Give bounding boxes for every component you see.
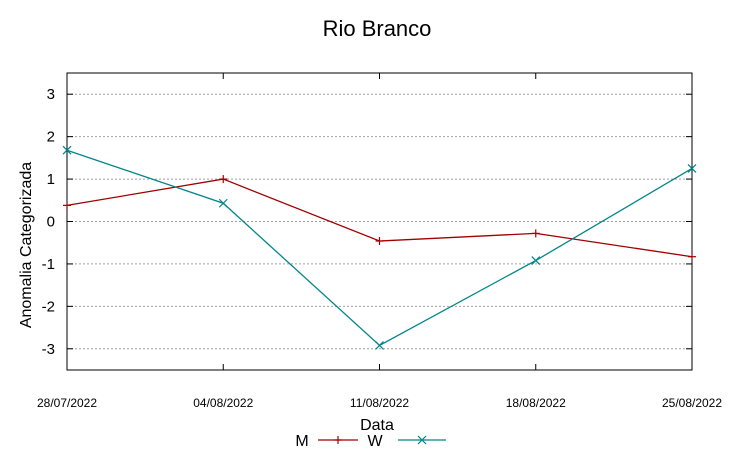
x-tick-label: 11/08/2022 (350, 396, 409, 410)
data-point-w (218, 198, 228, 208)
data-point-m (688, 252, 696, 261)
x-tick-label: 28/07/2022 (37, 396, 97, 410)
y-axis-ticks: -3 -2 -1 0 1 2 3 (42, 86, 692, 358)
x-tick-label: 18/08/2022 (506, 396, 566, 410)
x-axis-ticks: 28/07/2022 04/08/2022 11/08/2022 18/08/2022… (37, 73, 722, 410)
data-point-m (219, 175, 228, 184)
y-tick-label: -1 (42, 256, 55, 273)
y-tick-label: 3 (47, 86, 55, 103)
data-point-w (687, 164, 697, 173)
x-axis-label: Data (360, 417, 394, 434)
y-tick-label: 1 (47, 171, 55, 188)
data-point-w (62, 145, 72, 155)
y-axis-label: Anomalia Categorizada (18, 162, 35, 328)
y-tick-label: -3 (42, 341, 55, 358)
y-tick-label: 2 (47, 129, 55, 146)
x-tick-label: 04/08/2022 (193, 396, 253, 410)
data-point-w (531, 256, 541, 265)
chart-title: Rio Branco (323, 16, 432, 41)
legend-marker-m (334, 436, 342, 444)
grid-lines (67, 93, 692, 350)
data-point-m (531, 229, 540, 238)
series-line-m (66, 178, 693, 258)
legend-marker-w (417, 435, 427, 445)
legend-label-w: W (367, 433, 383, 450)
legend-label-m: M (295, 433, 308, 450)
y-tick-label: -2 (42, 298, 55, 315)
x-tick-label: 25/08/2022 (662, 396, 722, 410)
y-tick-label: 0 (47, 214, 55, 231)
data-point-m (63, 201, 71, 210)
data-point-m (375, 237, 384, 246)
series-lines (62, 145, 697, 350)
data-point-w (375, 340, 384, 350)
